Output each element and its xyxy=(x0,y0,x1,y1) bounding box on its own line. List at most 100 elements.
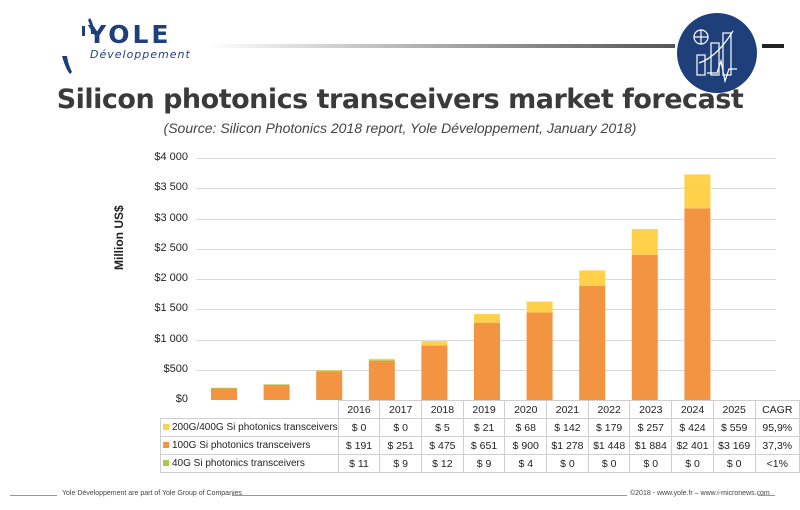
value-cell: $ 0 xyxy=(337,418,381,437)
value-cell: $ 11 xyxy=(337,454,381,473)
y-tick-label: $2 500 xyxy=(154,241,188,254)
value-cell: $ 0 xyxy=(671,454,714,473)
footer-left-text: Yole Développement are part of Yole Grou… xyxy=(62,490,242,497)
year-header: 2025 xyxy=(712,400,756,419)
table-header-row: 2016 2017 2018 2019 2020 2021 2022 2023 … xyxy=(160,400,800,419)
data-table: 2016 2017 2018 2019 2020 2021 2022 2023 … xyxy=(160,400,800,473)
bar-segment-2017-2 xyxy=(263,384,290,385)
value-cell: $ 0 xyxy=(546,454,589,473)
bar-segment-2022-0 xyxy=(526,301,553,313)
value-cell: $ 0 xyxy=(712,454,756,473)
table-corner xyxy=(160,400,339,419)
series-name: 40G Si photonics transceivers xyxy=(172,458,305,469)
cagr-header: CAGR xyxy=(754,400,800,419)
value-cell: $2 401 xyxy=(671,436,714,455)
value-cell: $ 5 xyxy=(421,418,464,437)
value-cell: $ 191 xyxy=(337,436,381,455)
bar-segment-2022-1 xyxy=(526,312,553,400)
footer-line-left xyxy=(10,495,57,496)
bar-segment-2016-2 xyxy=(211,387,237,389)
bar-segment-2019-2 xyxy=(368,360,395,361)
cagr-cell: <1% xyxy=(754,454,800,473)
footer-line-right xyxy=(758,495,775,496)
table-row: 40G Si photonics transceivers $ 11 $ 9 $ 12… xyxy=(160,454,800,473)
year-header: 2022 xyxy=(587,400,631,419)
value-cell: $ 9 xyxy=(379,454,423,473)
series-label: 200G/400G Si photonics transceivers xyxy=(160,418,339,437)
gridline xyxy=(196,279,776,280)
bar-segment-2020-0 xyxy=(421,341,448,346)
year-header: 2023 xyxy=(629,400,673,419)
year-header: 2018 xyxy=(421,400,464,419)
value-cell: $ 68 xyxy=(504,418,548,437)
bar-segment-2018-1 xyxy=(316,371,343,400)
bar-segment-2020-1 xyxy=(421,345,448,400)
y-tick-label: $1 500 xyxy=(154,302,188,315)
yole-logo xyxy=(62,18,94,74)
table-row: 200G/400G Si photonics transceivers $ 0 $ … xyxy=(160,418,800,437)
value-cell: $ 179 xyxy=(587,418,631,437)
series-label: 40G Si photonics transceivers xyxy=(160,454,339,473)
y-tick-label: $500 xyxy=(163,362,188,375)
value-cell: $1 884 xyxy=(629,436,673,455)
bar-segment-2024-1 xyxy=(631,254,658,400)
value-cell: $ 424 xyxy=(671,418,714,437)
bar-segment-2017-1 xyxy=(263,384,290,400)
bar-segment-2021-1 xyxy=(474,322,500,400)
value-cell: $ 9 xyxy=(462,454,506,473)
value-cell: $ 251 xyxy=(379,436,423,455)
gridline xyxy=(196,188,776,190)
value-cell: $ 12 xyxy=(421,454,464,473)
value-cell: $ 0 xyxy=(587,454,631,473)
logo-subtext: Développement xyxy=(90,48,191,61)
year-header: 2020 xyxy=(504,400,548,419)
bar-segment-2023-0 xyxy=(579,270,606,287)
cagr-cell: 37,3% xyxy=(754,436,800,455)
bar-segment-2019-0 xyxy=(368,358,395,361)
legend-swatch xyxy=(163,424,169,431)
bar-segment-2019-1 xyxy=(368,360,395,400)
gridline xyxy=(196,218,776,220)
y-tick-label: $3 500 xyxy=(154,181,188,194)
year-header: 2021 xyxy=(546,400,589,419)
value-cell: $ 559 xyxy=(712,418,756,437)
gridline xyxy=(196,158,776,159)
bar-segment-2025-0 xyxy=(684,174,711,209)
y-tick-label: $2 000 xyxy=(154,272,188,284)
table-row: 100G Si photonics transceivers $ 191 $ 251… xyxy=(160,436,800,455)
gridline xyxy=(196,248,776,250)
year-header: 2016 xyxy=(337,400,381,419)
bar-segment-2021-0 xyxy=(474,314,500,323)
bar-segment-2018-2 xyxy=(316,370,343,372)
value-cell: $ 257 xyxy=(629,418,673,437)
legend-swatch xyxy=(163,442,169,449)
y-tick-label: $1 000 xyxy=(154,332,188,345)
header-dash xyxy=(762,44,784,48)
bar-segment-2025-1 xyxy=(684,208,711,400)
chart-subtitle: (Source: Silicon Photonics 2018 report, … xyxy=(163,120,637,136)
value-cell: $1 448 xyxy=(587,436,631,455)
series-name: 100G Si photonics transceivers xyxy=(172,440,311,451)
value-cell: $ 142 xyxy=(546,418,589,437)
analytics-badge-icon xyxy=(677,13,757,93)
logo-text: YOLE xyxy=(88,20,172,49)
value-cell: $ 651 xyxy=(462,436,506,455)
value-cell: $ 0 xyxy=(629,454,673,473)
bar-segment-2023-1 xyxy=(579,286,606,400)
value-cell: $ 475 xyxy=(421,436,464,455)
legend-swatch xyxy=(163,460,169,467)
bar-segment-2024-0 xyxy=(631,229,658,255)
year-header: 2024 xyxy=(671,400,714,419)
y-tick-label: $3 000 xyxy=(154,211,188,224)
series-name: 200G/400G Si photonics transceivers xyxy=(172,422,338,433)
footer-line-middle xyxy=(232,495,627,496)
bar-segment-2016-1 xyxy=(211,388,237,400)
value-cell: $3 169 xyxy=(712,436,756,455)
value-cell: $ 900 xyxy=(504,436,548,455)
value-cell: $ 0 xyxy=(379,418,423,437)
gridline xyxy=(196,309,776,311)
value-cell: $ 21 xyxy=(462,418,506,437)
year-header: 2017 xyxy=(379,400,423,419)
value-cell: $ 4 xyxy=(504,454,548,473)
